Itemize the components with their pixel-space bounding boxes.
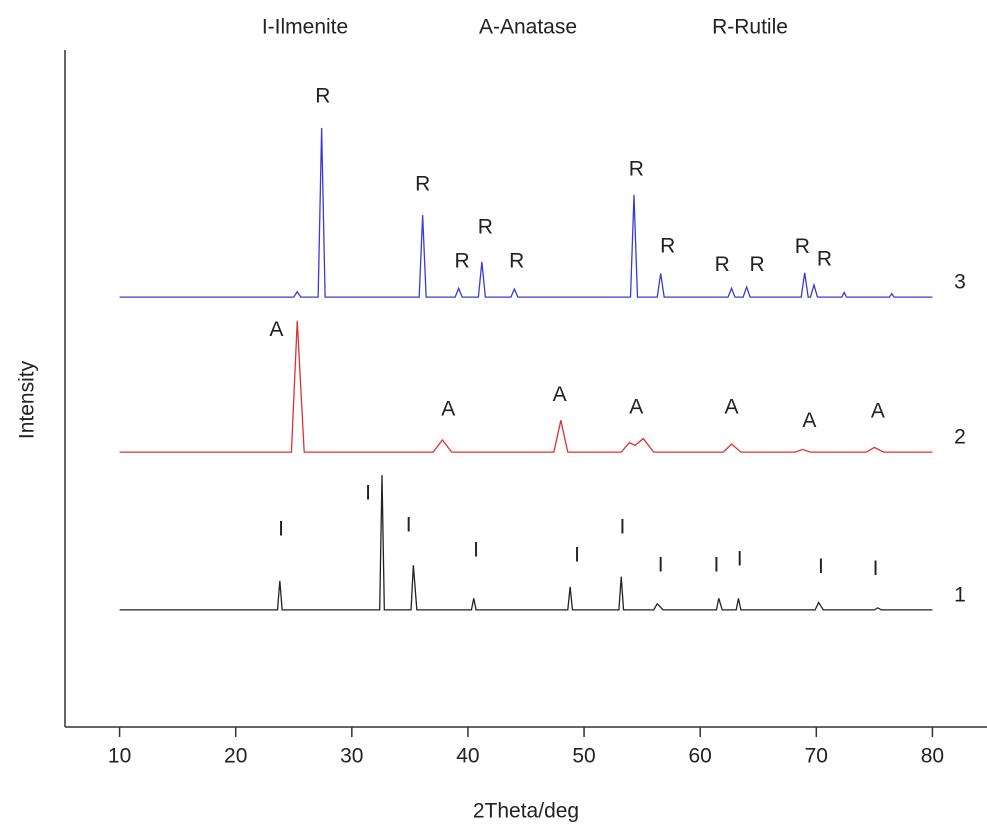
peak-label: A [629, 396, 643, 419]
chart: I-Ilmenite A-Anatase R-Rutile 2Theta/deg… [0, 0, 987, 828]
peak-label: R [715, 253, 730, 276]
legend-text: I-Ilmenite [262, 16, 348, 39]
peak-label: A [871, 400, 885, 423]
peak-label: I [714, 553, 720, 576]
x-tick-label: 10 [108, 745, 131, 768]
peak-label: I [473, 539, 479, 562]
x-tick-label: 40 [456, 745, 479, 768]
peak-label: I [737, 547, 743, 570]
peak-label: A [802, 409, 816, 432]
peak-label: I [619, 516, 625, 539]
x-tick-label: 50 [572, 745, 595, 768]
legend-text: A-Anatase [479, 16, 577, 39]
peak-label: I [365, 482, 371, 505]
peak-label: A [441, 398, 455, 421]
peak-label: R [629, 157, 644, 180]
peak-label: R [455, 249, 470, 272]
x-tick-label: 30 [340, 745, 363, 768]
peak-label: A [269, 318, 283, 341]
peak-label: R [509, 249, 524, 272]
series-label: 2 [954, 426, 966, 449]
peak-label: R [749, 253, 764, 276]
peak-label: A [553, 383, 567, 406]
x-tick-label: 60 [689, 745, 712, 768]
peak-label: R [315, 84, 330, 107]
peak-label: I [406, 513, 412, 536]
peak-label: R [795, 235, 810, 258]
peak-label: R [817, 247, 832, 270]
xrd-pattern [120, 475, 933, 610]
series-label: 1 [954, 583, 966, 606]
peak-label: I [574, 543, 580, 566]
y-axis-label: Intensity [16, 360, 39, 439]
x-tick-label: 20 [224, 745, 247, 768]
peak-label: R [660, 235, 675, 258]
xrd-pattern [120, 128, 933, 297]
peak-label: A [725, 396, 739, 419]
peak-label: I [818, 555, 824, 578]
peak-label: I [278, 518, 284, 541]
x-tick-label: 80 [921, 745, 944, 768]
peak-label: I [873, 557, 879, 580]
xrd-pattern [120, 321, 933, 452]
x-tick-label: 70 [805, 745, 828, 768]
series-label: 3 [954, 271, 966, 294]
x-axis-label: 2Theta/deg [473, 800, 579, 823]
peak-label: I [658, 553, 664, 576]
peak-label: R [415, 172, 430, 195]
legend-text: R-Rutile [712, 16, 788, 39]
peak-label: R [478, 216, 493, 239]
